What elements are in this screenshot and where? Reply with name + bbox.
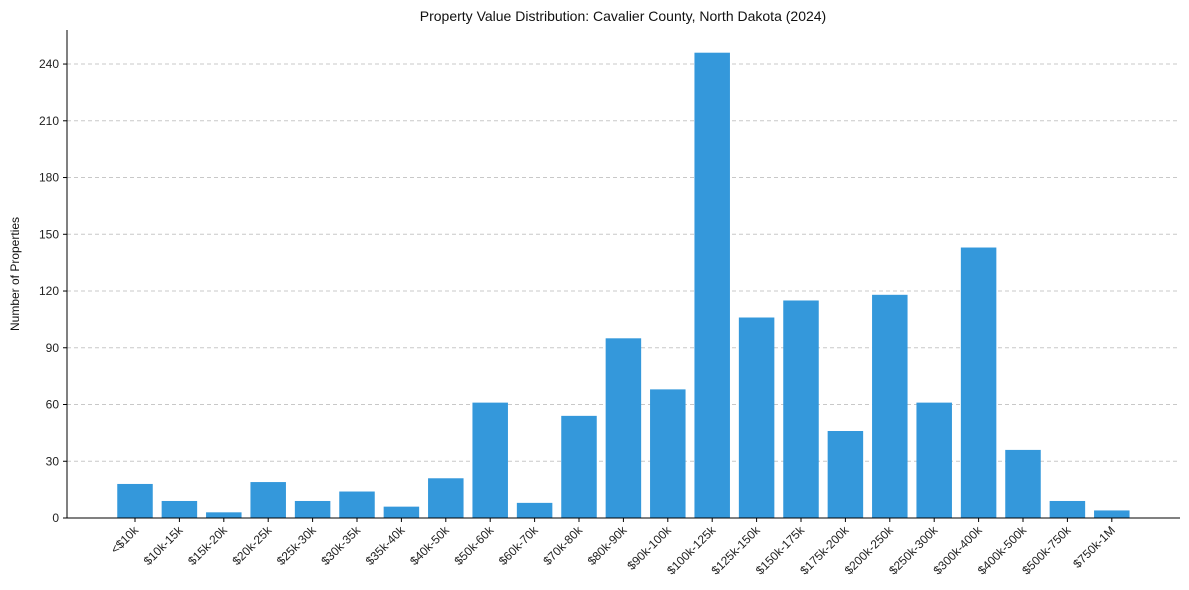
y-tick-label: 60 bbox=[46, 398, 60, 412]
bar bbox=[1094, 510, 1130, 518]
x-tick-label: $50k-60k bbox=[452, 523, 498, 569]
bar bbox=[1049, 500, 1086, 518]
y-tick-label: 210 bbox=[39, 114, 59, 128]
bar bbox=[605, 338, 642, 518]
bar bbox=[250, 482, 286, 518]
bar bbox=[117, 483, 153, 518]
y-tick-label: 30 bbox=[46, 454, 60, 468]
x-ticks: <$10k $10k-15k $15k-20k $20k-25k $25k-30k $30… bbox=[108, 518, 1118, 577]
x-tick-label: $25k-30k bbox=[274, 523, 320, 569]
bar bbox=[516, 502, 553, 518]
x-tick-label: $40k-50k bbox=[407, 523, 453, 569]
x-tick-label: $80k-90k bbox=[585, 523, 631, 569]
x-tick-label: $750k-1M bbox=[1070, 523, 1118, 571]
bar bbox=[783, 300, 819, 518]
bar bbox=[383, 506, 420, 518]
y-tick-label: 150 bbox=[39, 227, 59, 241]
y-tick-label: 0 bbox=[52, 511, 59, 525]
bar bbox=[916, 402, 952, 518]
y-axis-label: Number of Properties bbox=[8, 217, 22, 331]
bar bbox=[294, 500, 331, 518]
bar bbox=[960, 247, 997, 518]
x-tick-label: <$10k bbox=[108, 523, 142, 557]
bar bbox=[827, 430, 864, 518]
bar bbox=[1005, 449, 1041, 518]
bar bbox=[738, 317, 775, 518]
x-tick-label: $15k-20k bbox=[185, 523, 231, 569]
x-tick-label: $500k-750k bbox=[1019, 523, 1074, 578]
x-tick-label: $30k-35k bbox=[318, 523, 364, 569]
chart-title: Property Value Distribution: Cavalier Co… bbox=[420, 8, 826, 24]
y-tick-label: 120 bbox=[39, 284, 59, 298]
bar bbox=[161, 500, 198, 518]
bar bbox=[428, 478, 464, 518]
bar bbox=[694, 52, 730, 519]
x-tick-label: $35k-40k bbox=[363, 523, 409, 569]
bar bbox=[650, 389, 686, 518]
y-ticks: 0 30 60 90 120 150 180 210 240 bbox=[39, 57, 67, 525]
x-tick-label: $20k-25k bbox=[230, 523, 276, 569]
bars bbox=[117, 52, 1130, 519]
bar bbox=[872, 294, 908, 518]
y-tick-label: 180 bbox=[39, 171, 59, 185]
bar bbox=[339, 491, 375, 518]
bar bbox=[472, 402, 508, 518]
y-tick-label: 90 bbox=[46, 341, 60, 355]
x-tick-label: $70k-80k bbox=[540, 523, 586, 569]
bar bbox=[561, 415, 597, 518]
x-tick-label: $10k-15k bbox=[141, 523, 187, 569]
bar bbox=[206, 512, 242, 518]
x-tick-label: $60k-70k bbox=[496, 523, 542, 569]
y-tick-label: 240 bbox=[39, 57, 59, 71]
